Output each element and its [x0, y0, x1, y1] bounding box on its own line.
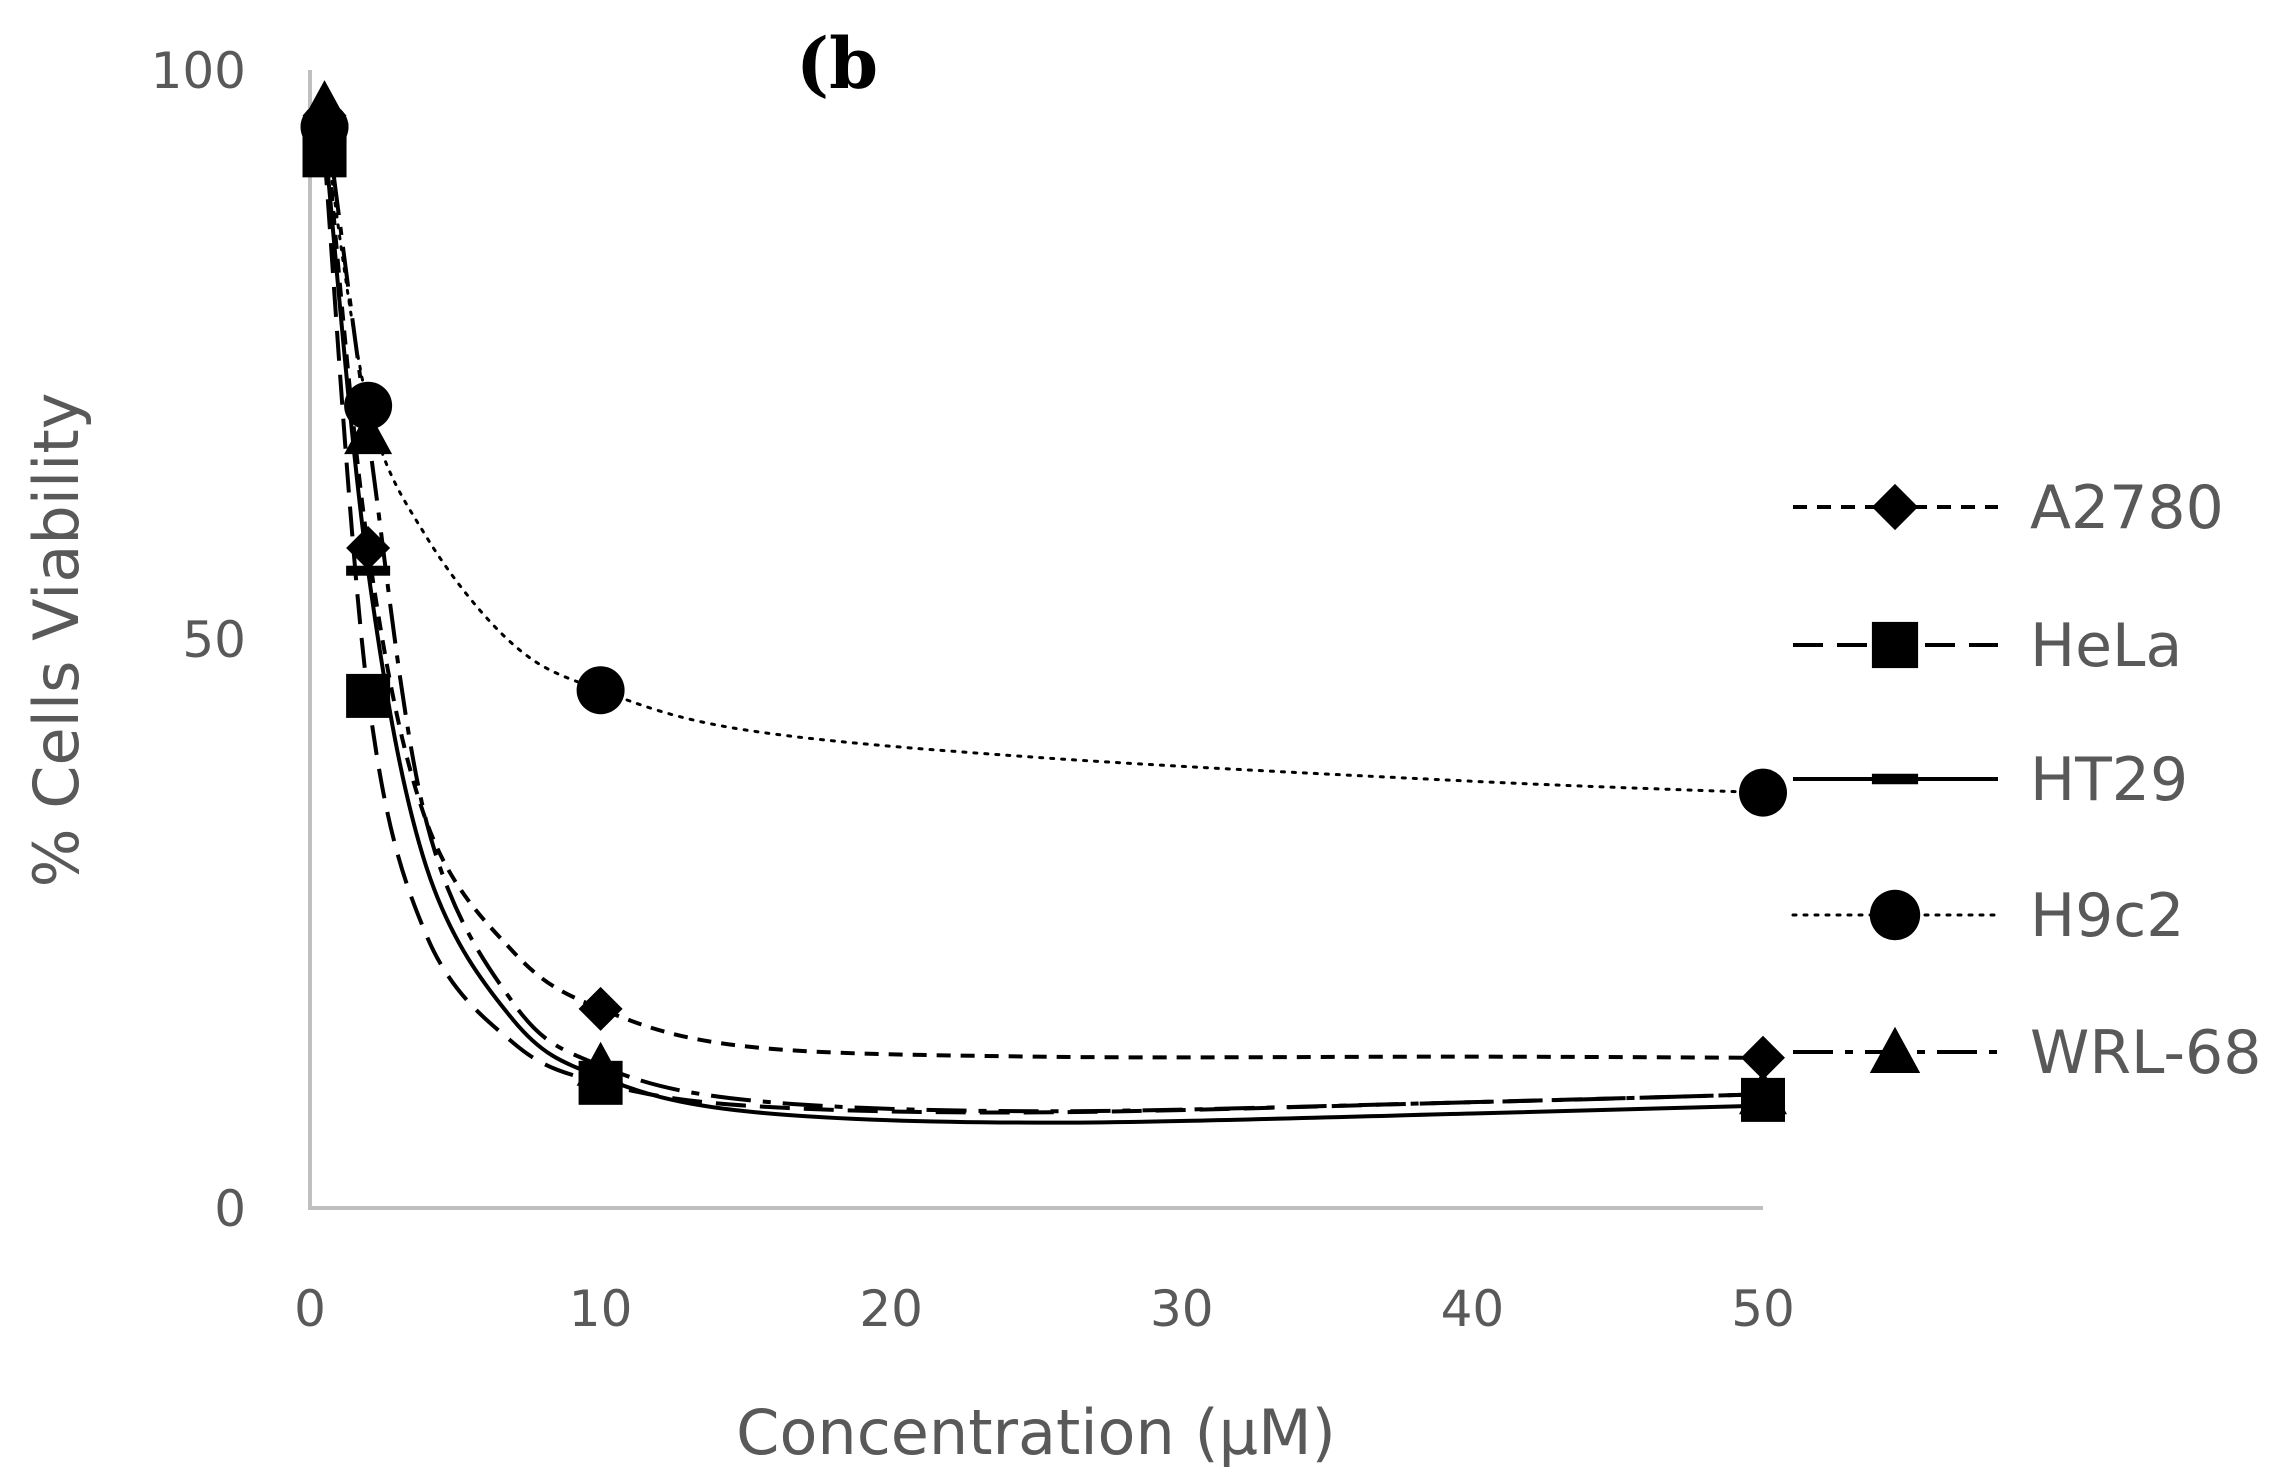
series-markers	[300, 80, 1787, 1122]
data-point-ht29-1	[346, 565, 391, 576]
data-point-wrl-68-3	[1739, 1070, 1787, 1115]
data-point-h9c2-3	[1739, 768, 1787, 817]
legend-label-wrl-68: WRL-68	[2030, 1018, 2261, 1088]
y-tick-label-100: 100	[151, 42, 246, 100]
legend-marker-wrl-68	[1869, 1026, 1921, 1073]
legend-marker-hela	[1871, 621, 1919, 669]
legend: A2780 HeLa HT29 H9c2 WRL-68	[1791, 473, 2261, 1088]
x-tick-label-30: 30	[1150, 1280, 1214, 1338]
y-tick-label-0: 0	[214, 1180, 246, 1238]
data-point-wrl-68-0	[300, 80, 349, 125]
x-axis-title: Concentration (µM)	[736, 1396, 1336, 1469]
y-tick-label-50: 50	[182, 611, 246, 669]
series-line-a2780	[322, 115, 1764, 1060]
series-line-wrl-68	[322, 103, 1764, 1114]
y-axis-ticks: 0 50 100	[151, 42, 246, 1238]
x-tick-label-50: 50	[1731, 1280, 1795, 1338]
x-tick-label-10: 10	[569, 1280, 633, 1338]
data-point-a2780-2	[578, 986, 623, 1031]
series-line-hela	[322, 155, 1764, 1115]
legend-marker-ht29	[1871, 773, 1919, 785]
data-point-h9c2-2	[576, 666, 625, 715]
x-tick-label-20: 20	[859, 1280, 923, 1338]
legend-marker-h9c2	[1869, 889, 1921, 941]
data-point-a2780-1	[346, 525, 391, 570]
x-axis-ticks: 0 10 20 30 40 50	[294, 1280, 1795, 1338]
data-point-wrl-68-1	[344, 410, 393, 455]
series-lines	[322, 103, 1765, 1125]
data-point-hela-1	[346, 673, 391, 718]
legend-label-ht29: HT29	[2030, 745, 2188, 815]
legend-label-hela: HeLa	[2030, 611, 2182, 681]
x-tick-label-40: 40	[1441, 1280, 1505, 1338]
panel-title: (b	[796, 22, 878, 105]
legend-marker-a2780	[1871, 483, 1919, 531]
legend-label-h9c2: H9c2	[2030, 881, 2184, 951]
series-line-ht29	[322, 138, 1764, 1125]
data-point-wrl-68-2	[576, 1041, 625, 1086]
data-point-a2780-3	[1741, 1035, 1785, 1080]
x-tick-label-0: 0	[294, 1280, 326, 1338]
series-line-h9c2	[323, 125, 1765, 795]
data-point-h9c2-1	[344, 381, 393, 430]
y-axis-title: % Cells Viability	[20, 393, 93, 888]
legend-label-a2780: A2780	[2030, 473, 2224, 543]
